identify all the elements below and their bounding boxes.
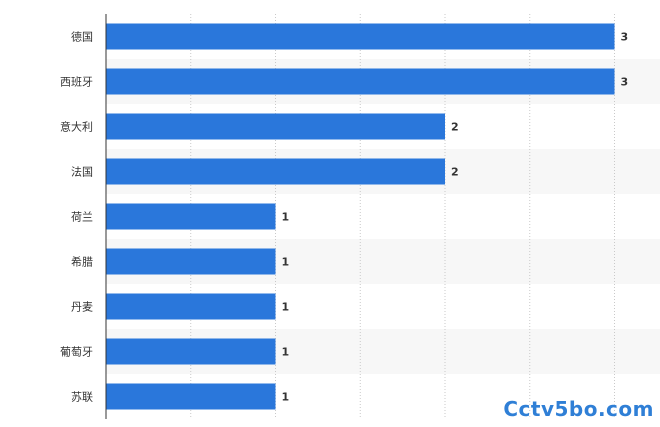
value-label: 1 (282, 301, 290, 314)
watermark-logo: Cctv5bo.com (503, 397, 654, 421)
category-label: 法国 (71, 165, 93, 179)
category-label: 意大利 (60, 120, 93, 134)
value-label: 2 (451, 121, 459, 134)
bar (106, 23, 615, 50)
bar (106, 338, 276, 365)
bar (106, 68, 615, 95)
category-label: 苏联 (71, 391, 93, 404)
category-label: 西班牙 (60, 76, 93, 89)
bar (106, 158, 445, 185)
value-label: 3 (621, 76, 629, 89)
category-label: 葡萄牙 (60, 346, 93, 359)
bar (106, 248, 276, 275)
category-label: 丹麦 (71, 301, 93, 314)
bar (106, 113, 445, 140)
value-label: 1 (282, 346, 290, 359)
bar (106, 203, 276, 230)
category-label: 荷兰 (71, 211, 93, 224)
bar (106, 383, 276, 410)
value-label: 1 (282, 211, 290, 224)
value-label: 3 (621, 31, 629, 44)
category-label: 希腊 (71, 255, 93, 269)
category-label: 德国 (71, 30, 93, 44)
bar (106, 293, 276, 320)
value-label: 2 (451, 166, 459, 179)
value-label: 1 (282, 391, 290, 404)
value-label: 1 (282, 256, 290, 269)
